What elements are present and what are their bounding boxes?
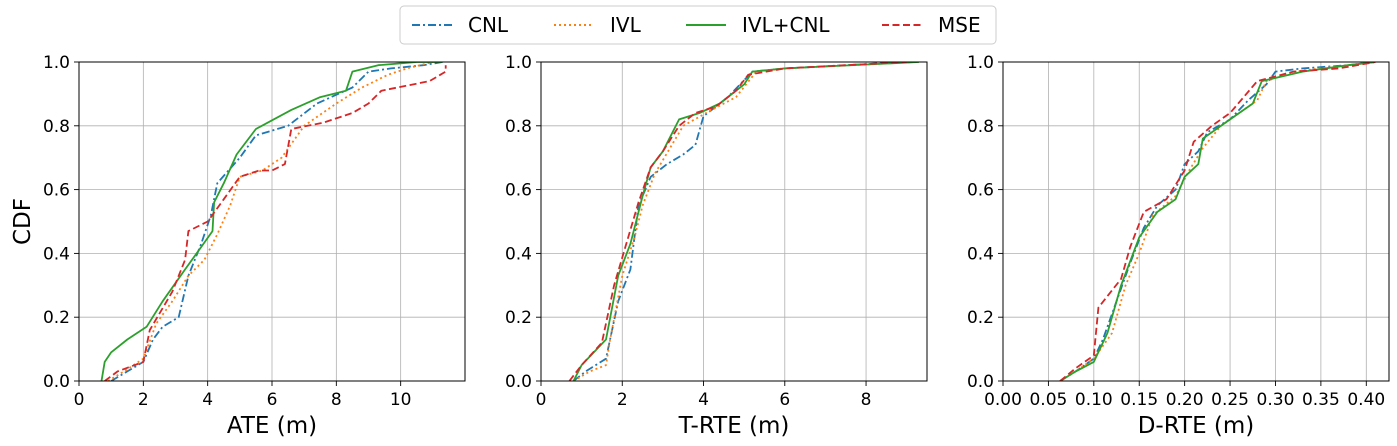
y-tick-label: 1.0 [43,53,70,73]
y-tick-label: 0.8 [505,117,532,137]
y-tick-label: 0.8 [967,117,994,137]
x-tick-label: 0.05 [1029,390,1067,410]
series-line-ivl-cnl [100,62,443,381]
series-group [1059,62,1376,381]
series-line-mse [1059,62,1376,381]
x-tick-label: 10 [390,390,412,410]
y-tick-label: 0.6 [43,181,70,201]
x-tick-label: 0.20 [1166,390,1204,410]
x-tick-label: 2 [617,390,628,410]
x-axis-label: D-RTE (m) [1138,413,1255,439]
y-tick-label: 0.2 [967,308,994,328]
x-tick-label: 0.10 [1075,390,1113,410]
plot-frame [540,61,928,382]
legend-label: MSE [938,13,981,37]
series-line-cnl [1059,62,1376,381]
series-line-mse [104,65,447,381]
x-tick-label: 6 [779,390,790,410]
y-tick-label: 0.0 [505,372,532,392]
legend-label: IVL [610,13,642,37]
legend-entry-cnl: CNL [412,13,509,37]
x-tick-label: 0.35 [1302,390,1340,410]
y-tick-label: 0.2 [505,308,532,328]
series-line-ivl-cnl [572,62,919,381]
y-tick-label: 0.4 [505,244,532,264]
y-tick-label: 0.0 [43,372,70,392]
x-tick-label: 0.30 [1257,390,1295,410]
chart-panel-2: 0 2 4 6 8 0.0 0.2 0.4 0.6 0.8 1.0 T-RTE (m) [505,53,928,439]
x-axis-label: ATE (m) [227,413,317,439]
series-line-cnl [572,62,907,381]
legend-label: CNL [468,13,509,37]
y-tick-label: 1.0 [505,53,532,73]
y-tick-label: 0.0 [967,372,994,392]
legend: CNL IVL IVL+CNL MSE [399,5,997,45]
series-line-mse [568,62,907,381]
x-tick-label: 0.15 [1120,390,1158,410]
legend-entry-mse: MSE [882,13,981,37]
x-axis-label: T-RTE (m) [678,413,790,439]
chart-panel-1: 0 2 4 6 8 10 0.0 0.2 0.4 0.6 0.8 1.0 ATE (m) CDF [10,53,466,439]
chart-panel-3: 0.00 0.05 0.10 0.15 0.20 0.25 0.30 0.35 0.40 0.0 0… [967,53,1390,439]
chart-panels: 0 2 4 6 8 10 0.0 0.2 0.4 0.6 0.8 1.0 ATE (m) CDF 0 2 4 6 8… [10,53,1390,439]
y-tick-label: 0.8 [43,117,70,137]
y-tick-label: 1.0 [967,53,994,73]
plot-frame [78,61,466,382]
y-tick-label: 0.4 [967,244,994,264]
x-tick-label: 2 [138,390,149,410]
series-group [568,62,919,381]
x-tick-label: 0.00 [984,390,1022,410]
legend-label: IVL+CNL [742,13,830,37]
legend-entry-ivl: IVL [554,13,642,37]
series-group [100,62,447,381]
x-tick-label: 0.25 [1211,390,1249,410]
x-tick-label: 0 [536,390,547,410]
x-tick-label: 0 [74,390,85,410]
x-tick-label: 8 [861,390,872,410]
series-line-ivl [573,62,915,381]
x-tick-label: 0.40 [1347,390,1385,410]
x-tick-label: 4 [202,390,213,410]
legend-entry-ivl-cnl: IVL+CNL [686,13,830,37]
y-tick-label: 0.2 [43,308,70,328]
series-line-cnl [110,62,443,381]
x-tick-label: 6 [267,390,278,410]
x-tick-label: 4 [698,390,709,410]
x-tick-label: 8 [331,390,342,410]
series-line-ivl-cnl [1059,62,1376,381]
plot-frame [1002,61,1390,382]
y-tick-label: 0.6 [505,181,532,201]
y-axis-label: CDF [10,198,36,245]
y-tick-label: 0.6 [967,181,994,201]
y-tick-label: 0.4 [43,244,70,264]
